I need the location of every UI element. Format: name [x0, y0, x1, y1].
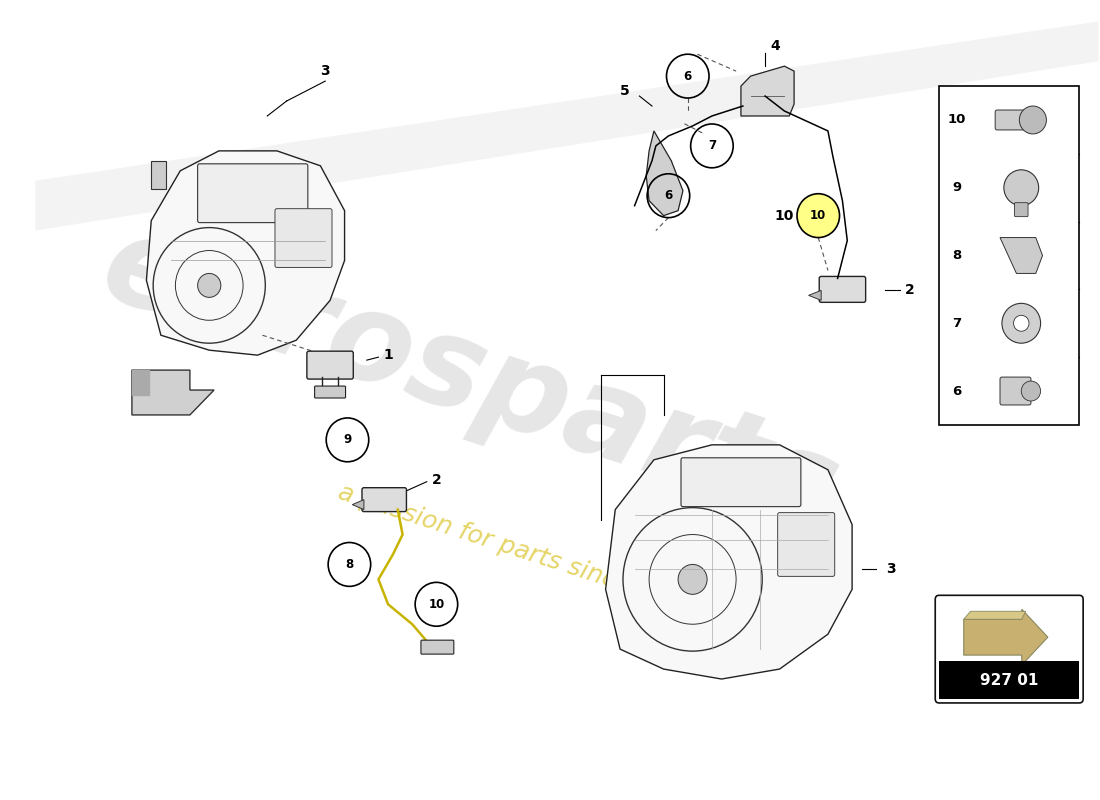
- Polygon shape: [352, 500, 364, 510]
- Polygon shape: [132, 370, 150, 395]
- FancyBboxPatch shape: [362, 488, 406, 512]
- Text: 4: 4: [770, 39, 780, 54]
- Polygon shape: [35, 22, 1099, 230]
- Text: 10: 10: [428, 598, 444, 610]
- FancyBboxPatch shape: [681, 458, 801, 506]
- Text: eurosparts: eurosparts: [88, 204, 853, 556]
- FancyBboxPatch shape: [275, 209, 332, 267]
- Circle shape: [1020, 106, 1046, 134]
- Circle shape: [1002, 303, 1041, 343]
- Text: a passion for parts since 1985: a passion for parts since 1985: [336, 480, 702, 619]
- Text: 8: 8: [952, 249, 961, 262]
- Circle shape: [1021, 381, 1041, 401]
- Circle shape: [1004, 170, 1038, 206]
- Text: 2: 2: [905, 283, 915, 298]
- Polygon shape: [646, 131, 683, 216]
- Text: 9: 9: [952, 182, 961, 194]
- Polygon shape: [964, 610, 1048, 665]
- Polygon shape: [964, 611, 1025, 619]
- FancyBboxPatch shape: [778, 513, 835, 576]
- Text: 7: 7: [952, 317, 961, 330]
- Polygon shape: [146, 151, 344, 355]
- Polygon shape: [808, 290, 822, 300]
- Text: 3: 3: [320, 64, 330, 78]
- Circle shape: [798, 194, 839, 238]
- FancyBboxPatch shape: [421, 640, 454, 654]
- Text: 9: 9: [343, 434, 352, 446]
- Text: 1: 1: [383, 348, 393, 362]
- FancyBboxPatch shape: [935, 595, 1084, 703]
- Text: 2: 2: [431, 473, 441, 486]
- Polygon shape: [132, 370, 214, 415]
- FancyBboxPatch shape: [307, 351, 353, 379]
- FancyBboxPatch shape: [1000, 377, 1031, 405]
- Text: 6: 6: [664, 190, 672, 202]
- Text: 6: 6: [952, 385, 961, 398]
- Text: 10: 10: [947, 114, 966, 126]
- FancyBboxPatch shape: [198, 164, 308, 222]
- Bar: [939, 661, 1079, 699]
- Circle shape: [678, 565, 707, 594]
- FancyBboxPatch shape: [315, 386, 345, 398]
- Text: 927 01: 927 01: [980, 673, 1038, 687]
- Text: 8: 8: [345, 558, 353, 571]
- Polygon shape: [1000, 238, 1043, 274]
- Text: 5: 5: [620, 84, 630, 98]
- Text: 10: 10: [774, 209, 794, 222]
- FancyBboxPatch shape: [820, 277, 866, 302]
- Circle shape: [198, 274, 221, 298]
- Polygon shape: [606, 445, 852, 679]
- Bar: [939, 86, 1079, 425]
- Text: 6: 6: [683, 70, 692, 82]
- Text: 7: 7: [708, 139, 716, 152]
- Polygon shape: [741, 66, 794, 116]
- FancyBboxPatch shape: [1014, 202, 1028, 217]
- Circle shape: [1013, 315, 1028, 331]
- Text: 10: 10: [810, 209, 826, 222]
- FancyBboxPatch shape: [996, 110, 1033, 130]
- Polygon shape: [151, 161, 166, 189]
- Text: 3: 3: [886, 562, 895, 577]
